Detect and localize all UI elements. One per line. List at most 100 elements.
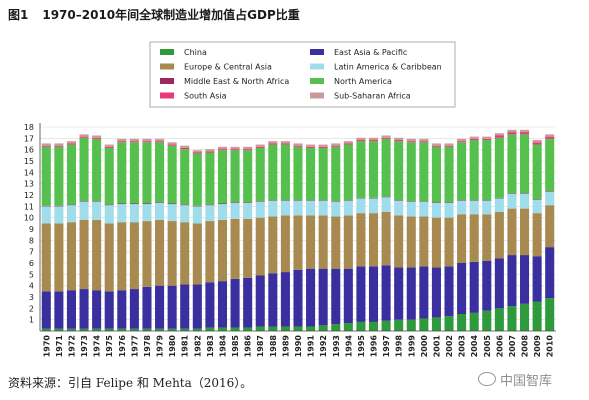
bar-segment-north-america-1996 xyxy=(368,141,379,198)
bar-segment-latin-america-caribbean-1973 xyxy=(79,201,89,220)
bar-segment-east-asia-pacific-2008 xyxy=(520,255,530,304)
bar-segment-east-asia-pacific-1980 xyxy=(167,285,177,329)
bar-segment-north-america-2001 xyxy=(431,146,441,203)
bar-segment-north-america-1987 xyxy=(255,147,265,202)
bar-segment-east-asia-pacific-1996 xyxy=(368,266,379,322)
bar-segment-middle-east-north-africa-1994 xyxy=(343,200,353,201)
bar-segment-sub-saharan-africa-1981 xyxy=(180,145,190,148)
bar-segment-north-america-1997 xyxy=(381,138,391,197)
bar-segment-china-1979 xyxy=(155,328,165,331)
bar-segment-latin-america-caribbean-1986 xyxy=(243,202,253,219)
bar-segment-east-asia-pacific-1984 xyxy=(217,281,228,328)
x-tick-label: 1970 xyxy=(42,335,51,358)
x-tick-label: 2010 xyxy=(546,335,555,358)
x-tick-label: 1997 xyxy=(382,335,391,357)
bar-segment-sub-saharan-africa-1999 xyxy=(406,138,416,142)
bar-segment-sub-saharan-africa-1977 xyxy=(129,138,139,142)
bar-segment-north-america-2005 xyxy=(482,140,492,201)
bar-segment-europe-central-asia-2005 xyxy=(482,214,492,261)
x-tick-label: 1990 xyxy=(294,335,303,358)
bar-segment-north-america-1992 xyxy=(318,147,328,201)
bar-segment-europe-central-asia-1987 xyxy=(255,217,265,276)
bar-segment-north-america-1972 xyxy=(66,144,76,205)
bar-segment-east-asia-pacific-1991 xyxy=(306,268,316,327)
bar-segment-north-america-2008 xyxy=(520,134,530,194)
bar-segment-north-america-1982 xyxy=(192,153,202,206)
bar-segment-middle-east-north-africa-1976 xyxy=(117,203,127,205)
y-tick-label: 5 xyxy=(29,270,34,279)
bar-segment-middle-east-north-africa-1971 xyxy=(54,205,64,207)
bar-segment-europe-central-asia-1977 xyxy=(129,222,139,290)
bar-segment-middle-east-north-africa-1987 xyxy=(255,201,265,202)
x-axis: 1970 1971 1972 1973 1974 1975 1976 1977 1978 1979… xyxy=(42,335,554,358)
bar-segment-latin-america-caribbean-1980 xyxy=(167,204,177,222)
x-tick-label: 1974 xyxy=(93,335,102,358)
bar-segment-north-america-1985 xyxy=(230,150,240,203)
watermark-text: 中国智库 xyxy=(500,374,553,389)
bar-segment-south-asia-1983 xyxy=(205,151,215,153)
y-tick-label: 9 xyxy=(29,225,34,234)
bar-segment-north-america-2009 xyxy=(532,144,542,199)
bar-segment-north-america-1978 xyxy=(142,142,152,204)
bar-segment-east-asia-pacific-1995 xyxy=(356,266,366,322)
bar-segment-east-asia-pacific-1973 xyxy=(79,289,89,329)
bar-segment-south-asia-1998 xyxy=(394,140,404,142)
x-tick-label: 1972 xyxy=(67,335,76,357)
bar-segment-south-asia-1979 xyxy=(155,141,165,143)
bar-segment-north-america-2003 xyxy=(457,142,467,201)
bar-segment-east-asia-pacific-2004 xyxy=(469,261,479,313)
x-tick-label: 1998 xyxy=(395,335,404,358)
bar-segment-china-2006 xyxy=(494,308,504,331)
x-tick-label: 1973 xyxy=(80,335,89,357)
legend-label-china: China xyxy=(184,48,207,57)
bar-segment-east-asia-pacific-1971 xyxy=(54,291,64,329)
bar-segment-south-asia-2008 xyxy=(520,132,530,135)
bar-segment-china-1991 xyxy=(306,326,316,331)
bar-segment-north-america-1980 xyxy=(167,145,177,204)
x-tick-label: 1991 xyxy=(307,335,316,358)
bar-segment-europe-central-asia-1981 xyxy=(180,222,190,285)
bar-segment-latin-america-caribbean-2008 xyxy=(520,193,530,209)
bar-segment-sub-saharan-africa-1997 xyxy=(381,135,391,138)
bar-segment-middle-east-north-africa-2009 xyxy=(532,198,542,200)
bar-segment-north-america-1974 xyxy=(92,138,102,202)
bar-segment-sub-saharan-africa-1973 xyxy=(79,134,89,137)
bar-segment-china-1971 xyxy=(54,328,64,331)
bar-segment-middle-east-north-africa-1984 xyxy=(217,203,228,205)
bar-segment-china-2009 xyxy=(532,301,542,331)
bar-segment-europe-central-asia-1993 xyxy=(331,216,341,269)
bar-segment-sub-saharan-africa-2010 xyxy=(545,134,555,137)
y-tick-label: 12 xyxy=(24,191,34,200)
bar-segment-latin-america-caribbean-1981 xyxy=(180,205,190,223)
legend-swatch-latin-america-caribbean xyxy=(310,63,324,70)
bar-segment-sub-saharan-africa-1979 xyxy=(155,138,165,142)
bar-segment-europe-central-asia-2010 xyxy=(545,205,555,248)
bar-segment-latin-america-caribbean-2007 xyxy=(507,193,517,209)
bar-segment-china-2003 xyxy=(457,314,467,331)
y-tick-label: 13 xyxy=(24,180,34,189)
bar-segment-east-asia-pacific-1982 xyxy=(192,284,202,329)
legend-swatch-china xyxy=(160,49,174,55)
y-tick-label: 11 xyxy=(24,202,34,211)
bar-segment-middle-east-north-africa-1974 xyxy=(92,201,102,202)
bar-segment-sub-saharan-africa-2001 xyxy=(431,143,441,146)
bar-segment-sub-saharan-africa-1980 xyxy=(167,142,177,145)
bar-segment-europe-central-asia-1972 xyxy=(66,222,76,291)
bar-segment-north-america-1989 xyxy=(280,144,290,201)
bar-segment-east-asia-pacific-1999 xyxy=(406,267,416,320)
bar-segment-north-america-1990 xyxy=(293,146,303,201)
bar-segment-latin-america-caribbean-1991 xyxy=(306,200,316,216)
bar-segment-china-1988 xyxy=(268,326,278,331)
bar-segment-latin-america-caribbean-1978 xyxy=(142,204,152,222)
bar-segment-east-asia-pacific-1998 xyxy=(394,267,404,320)
y-tick-label: 8 xyxy=(29,236,34,245)
bar-segment-china-2001 xyxy=(431,317,441,331)
x-tick-label: 1993 xyxy=(332,335,341,357)
legend-swatch-south-asia xyxy=(160,92,174,99)
bar-segment-europe-central-asia-1978 xyxy=(142,221,152,287)
bar-segment-middle-east-north-africa-1989 xyxy=(280,200,290,201)
figure-title: 图1 1970–2010年间全球制造业增加值占GDP比重 xyxy=(8,6,300,23)
bar-segment-china-1983 xyxy=(205,327,215,331)
bar-segment-east-asia-pacific-2003 xyxy=(457,263,467,314)
bar-segment-south-asia-2000 xyxy=(419,141,429,143)
